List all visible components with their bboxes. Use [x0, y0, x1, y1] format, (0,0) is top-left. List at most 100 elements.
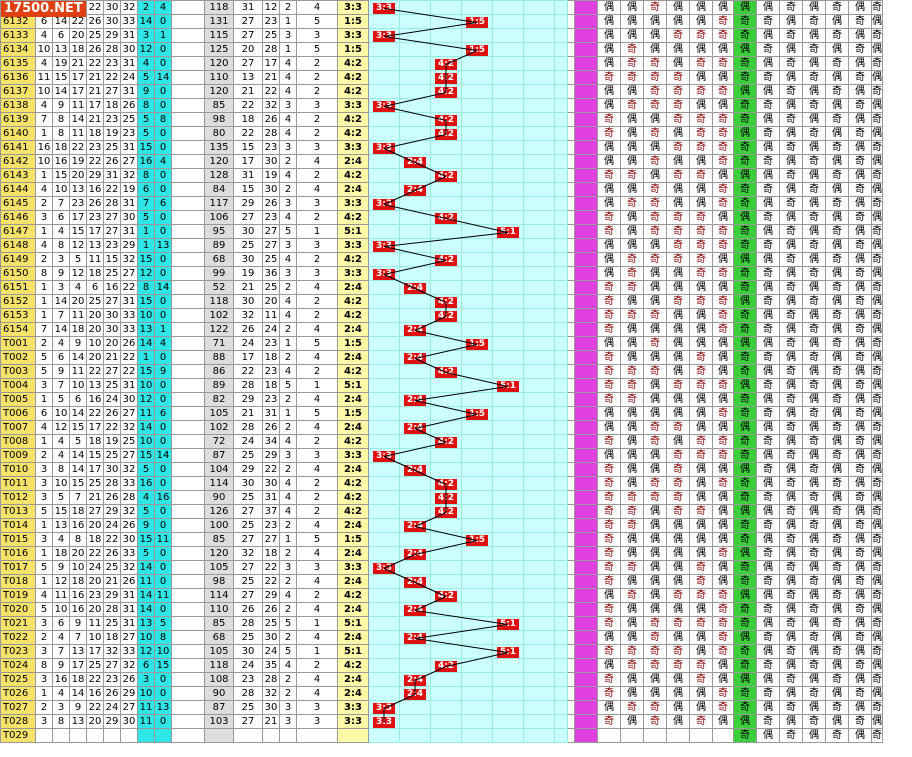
period-cell[interactable]: 6151	[0, 280, 36, 295]
period-cell[interactable]: T006	[0, 406, 36, 421]
trend-glyph: 奇	[802, 322, 826, 337]
odd-count: 2	[279, 602, 297, 617]
highlight-glyph: 偶	[733, 504, 757, 519]
ball-number: 17	[69, 658, 87, 673]
trend-line-segment	[414, 638, 509, 653]
ball-number: 4	[35, 56, 53, 71]
period-cell[interactable]: 6135	[0, 56, 36, 71]
period-cell[interactable]: T004	[0, 378, 36, 393]
odd-even-glyph: 偶	[712, 42, 734, 57]
odd-even-glyph: 偶	[620, 714, 644, 729]
ball-number: 15	[69, 476, 87, 491]
trend-line-segment	[383, 134, 447, 149]
stat-b: 21	[262, 70, 280, 85]
period-cell[interactable]: T001	[0, 336, 36, 351]
period-cell[interactable]: 6152	[0, 294, 36, 309]
odd-even-glyph: 偶	[643, 532, 667, 547]
stat-a: 27	[233, 210, 263, 225]
period-cell[interactable]: T026	[0, 686, 36, 701]
trend-glyph: 偶	[825, 98, 849, 113]
spacer	[171, 350, 205, 365]
period-cell[interactable]: 6136	[0, 70, 36, 85]
odd-even-glyph: 奇	[712, 686, 734, 701]
odd-even-glyph: 奇	[712, 56, 734, 71]
odd-even-glyph: 偶	[620, 532, 644, 547]
odd-even-glyph: 奇	[597, 294, 621, 309]
ball-number: 21	[86, 70, 104, 85]
stat-a: 27	[233, 28, 263, 43]
divider	[574, 266, 598, 281]
ball-number: 16	[69, 602, 87, 617]
ball-number: 26	[86, 196, 104, 211]
odd-even-glyph: 奇	[666, 476, 690, 491]
odd-even-glyph: 奇	[597, 686, 621, 701]
stat-a: 20	[233, 42, 263, 57]
divider	[574, 350, 598, 365]
odd-even-glyph: 偶	[689, 420, 713, 435]
trend-glyph: 偶	[871, 238, 883, 253]
stat-cell: 1	[154, 322, 172, 337]
ratio-cell: 2:4	[337, 462, 369, 477]
ball-number: 21	[103, 574, 121, 589]
period-cell[interactable]: 6137	[0, 84, 36, 99]
period-cell[interactable]: 6146	[0, 210, 36, 225]
zone-cell	[430, 280, 462, 295]
trend-glyph: 奇	[779, 448, 803, 463]
trend-glyph: 奇	[779, 56, 803, 71]
divider	[574, 322, 598, 337]
period-cell[interactable]: T007	[0, 420, 36, 435]
stat-a: 27	[233, 588, 263, 603]
period-cell[interactable]: 6139	[0, 112, 36, 127]
odd-even-glyph: 偶	[597, 0, 621, 15]
even-count: 4	[296, 280, 338, 295]
period-cell[interactable]: T016	[0, 546, 36, 561]
period-cell[interactable]: 6133	[0, 28, 36, 43]
even-count: 3	[296, 448, 338, 463]
ratio-cell: 2:4	[337, 182, 369, 197]
period-cell[interactable]: T021	[0, 616, 36, 631]
divider	[574, 378, 598, 393]
period-cell[interactable]: 6141	[0, 140, 36, 155]
divider	[574, 154, 598, 169]
zone-cell	[399, 434, 431, 449]
trend-glyph: 奇	[848, 98, 872, 113]
trend-glyph: 偶	[756, 168, 780, 183]
sum-value: 102	[204, 420, 234, 435]
trend-line-segment	[445, 50, 478, 65]
period-cell[interactable]: T014	[0, 518, 36, 533]
odd-count: 3	[279, 28, 297, 43]
period-cell[interactable]: T008	[0, 434, 36, 449]
sum-value: 110	[204, 602, 234, 617]
period-cell[interactable]: 6142	[0, 154, 36, 169]
ratio-cell: 4:2	[337, 210, 369, 225]
divider	[574, 616, 598, 631]
stat-cell: 12	[137, 42, 155, 57]
trend-glyph: 奇	[756, 322, 780, 337]
odd-even-glyph: 奇	[620, 378, 644, 393]
zone-cell	[523, 672, 555, 687]
period-cell[interactable]: T023	[0, 644, 36, 659]
trend-glyph: 奇	[825, 112, 849, 127]
divider	[574, 336, 598, 351]
ball-number: 11	[69, 308, 87, 323]
ball-number: 18	[86, 126, 104, 141]
stat-cell: 10	[137, 630, 155, 645]
zone-cell	[523, 252, 555, 267]
odd-even-glyph: 偶	[712, 714, 734, 729]
odd-even-glyph: 偶	[643, 168, 667, 183]
period-cell[interactable]: 6153	[0, 308, 36, 323]
period-cell[interactable]: T013	[0, 504, 36, 519]
stat-b: 30	[262, 154, 280, 169]
ball-number: 6	[35, 406, 53, 421]
period-cell[interactable]: T012	[0, 490, 36, 505]
zone-cell	[368, 70, 400, 85]
odd-count: 4	[279, 294, 297, 309]
odd-even-trend-table: 61313921223032241183112243:33:3偶偶奇偶偶偶偶偶奇…	[0, 0, 883, 743]
period-cell[interactable]: T029	[0, 728, 36, 743]
ball-number: 31	[120, 616, 138, 631]
period-cell[interactable]: T018	[0, 574, 36, 589]
odd-even-glyph: 偶	[666, 182, 690, 197]
trend-glyph: 偶	[756, 420, 780, 435]
trend-glyph: 奇	[848, 126, 872, 141]
period-cell[interactable]: 6144	[0, 182, 36, 197]
